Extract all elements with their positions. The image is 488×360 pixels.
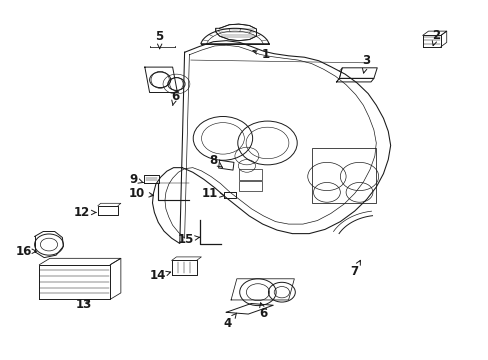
Text: 7: 7 xyxy=(350,260,360,278)
Text: 13: 13 xyxy=(76,298,92,311)
Text: 6: 6 xyxy=(259,303,267,320)
Text: 4: 4 xyxy=(223,313,236,330)
Text: 12: 12 xyxy=(73,206,96,219)
Bar xyxy=(238,170,261,180)
Text: 3: 3 xyxy=(362,54,370,73)
Text: 9: 9 xyxy=(129,173,143,186)
Text: 10: 10 xyxy=(129,187,153,200)
Text: 8: 8 xyxy=(209,154,222,167)
Bar xyxy=(238,181,261,191)
Text: 16: 16 xyxy=(16,245,36,258)
Bar xyxy=(311,148,376,203)
Text: 1: 1 xyxy=(252,48,269,61)
Text: 6: 6 xyxy=(170,90,179,105)
Text: 14: 14 xyxy=(150,270,170,283)
Text: 5: 5 xyxy=(155,30,163,49)
Text: 11: 11 xyxy=(202,187,224,200)
Text: 2: 2 xyxy=(431,29,439,46)
Text: 15: 15 xyxy=(178,233,200,246)
